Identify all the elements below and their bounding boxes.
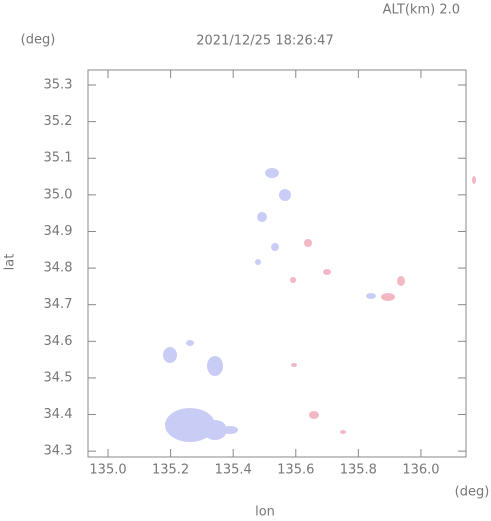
x-tick-label: 135.2 xyxy=(152,463,189,478)
y-label: lat xyxy=(3,254,18,271)
y-tick-label: 34.7 xyxy=(44,297,73,312)
x-tick-label: 135.6 xyxy=(277,463,314,478)
x-tick-label: 135.0 xyxy=(89,463,126,478)
y-unit: (deg) xyxy=(21,33,56,48)
x-tick-label: 135.4 xyxy=(215,463,252,478)
y-tick-label: 35.1 xyxy=(44,151,73,166)
x-tick-label: 136.0 xyxy=(402,463,439,478)
y-tick-label: 34.8 xyxy=(44,261,73,276)
y-tick-label: 35.3 xyxy=(44,78,73,93)
y-tick-label: 34.5 xyxy=(44,370,73,385)
x-label: lon xyxy=(255,505,275,520)
plot-frame xyxy=(87,69,467,458)
y-tick-label: 35.2 xyxy=(44,114,73,129)
x-tick-label: 135.8 xyxy=(340,463,377,478)
chart-title: 2021/12/25 18:26:47 xyxy=(196,34,333,49)
y-tick-label: 34.9 xyxy=(44,224,73,239)
x-unit: (deg) xyxy=(455,485,490,500)
echoes xyxy=(163,168,476,442)
y-tick-label: 35.0 xyxy=(44,187,73,202)
subtitle: ALT(km) 2.0 xyxy=(383,3,460,18)
y-tick-label: 34.6 xyxy=(44,334,73,349)
y-tick-label: 34.4 xyxy=(44,407,73,422)
y-tick-label: 34.3 xyxy=(44,444,73,459)
